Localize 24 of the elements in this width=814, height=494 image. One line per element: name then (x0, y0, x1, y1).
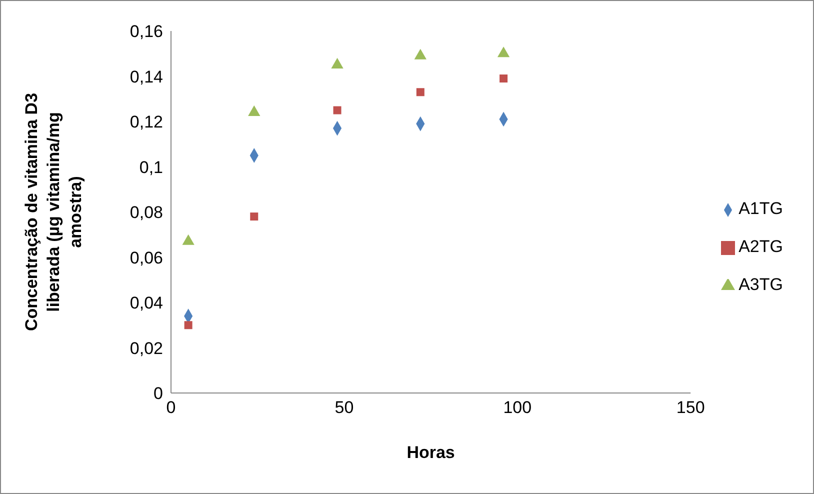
y-tick-label: 0,02 (130, 338, 163, 358)
x-tick-label: 0 (166, 398, 176, 418)
y-tick-label: 0,14 (130, 67, 163, 86)
point (416, 88, 424, 96)
y-tick-label: 0 (154, 384, 163, 404)
x-axis-title: Horas (406, 443, 455, 462)
y-tick-label: 0,1 (139, 158, 163, 177)
legend-label: A3TG (738, 275, 783, 294)
point (184, 321, 192, 330)
x-tick-label: 100 (503, 398, 532, 418)
point (500, 74, 508, 83)
y-axis-title: Concentração de vitamina D3 liberada (µg vitamina/mg amostra) (22, 92, 85, 332)
y-tick-label: 0,08 (130, 203, 163, 222)
y-tick-label: 0,16 (130, 22, 163, 42)
y-tick-label: 0,04 (130, 294, 163, 313)
y-tick-label: 0,12 (130, 112, 163, 132)
x-tick-label: 50 (334, 398, 354, 418)
legend-label: A1TG (738, 199, 783, 218)
legend-label: A2TG (738, 237, 783, 256)
point (333, 106, 342, 114)
point (250, 212, 258, 221)
point (497, 46, 510, 58)
x-tick-label: 150 (676, 398, 705, 418)
y-tick-label: 0,06 (130, 248, 163, 268)
